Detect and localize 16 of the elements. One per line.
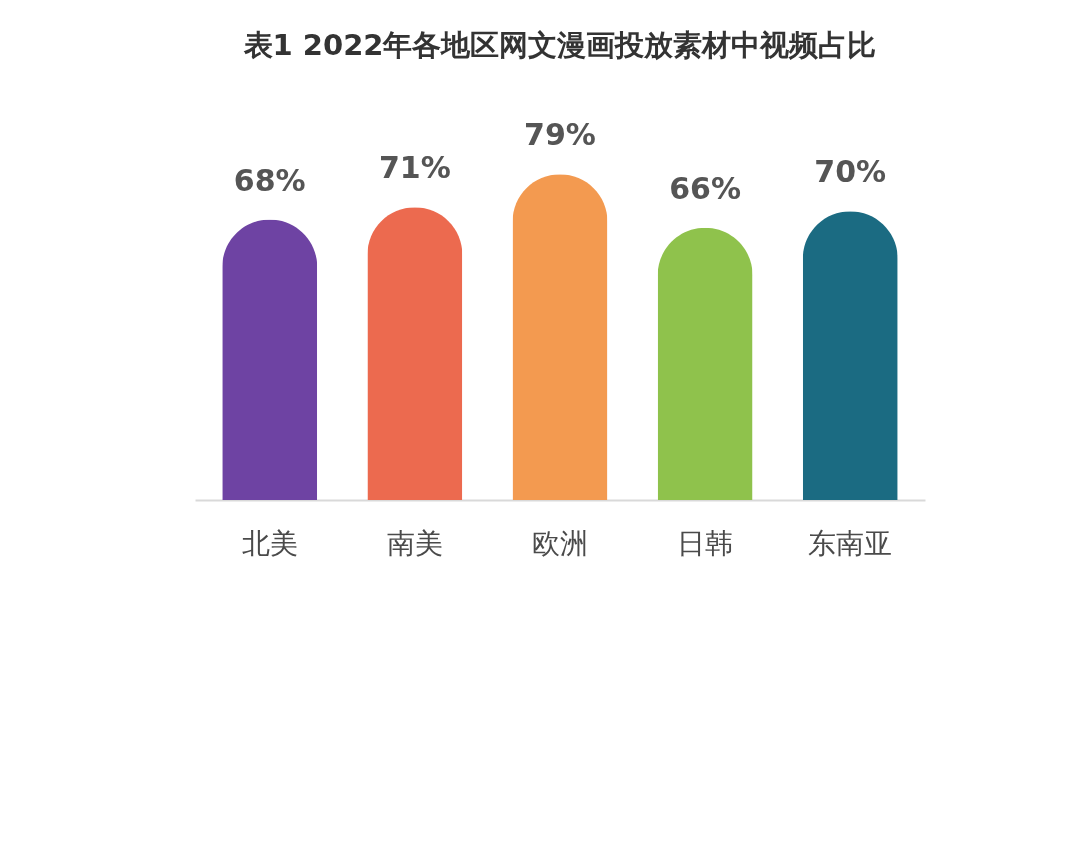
data-label: 79% <box>524 117 596 153</box>
data-label: 66% <box>669 170 742 206</box>
x-tick-label: 日韩 <box>677 526 734 560</box>
x-tick-label: 北美 <box>241 526 298 560</box>
x-tick-label: 南美 <box>386 526 443 560</box>
x-tick-label: 东南亚 <box>808 526 893 560</box>
bar <box>367 207 463 500</box>
chart-title: 表1 2022年各地区网文漫画投放素材中视频占比 <box>242 28 877 63</box>
bar <box>657 227 753 500</box>
data-label: 71% <box>378 150 451 186</box>
bar <box>512 174 608 500</box>
data-label: 70% <box>814 154 887 190</box>
data-label: 68% <box>233 162 306 198</box>
bar <box>802 211 898 500</box>
x-tick-label: 欧洲 <box>532 526 588 560</box>
bar <box>222 219 318 500</box>
